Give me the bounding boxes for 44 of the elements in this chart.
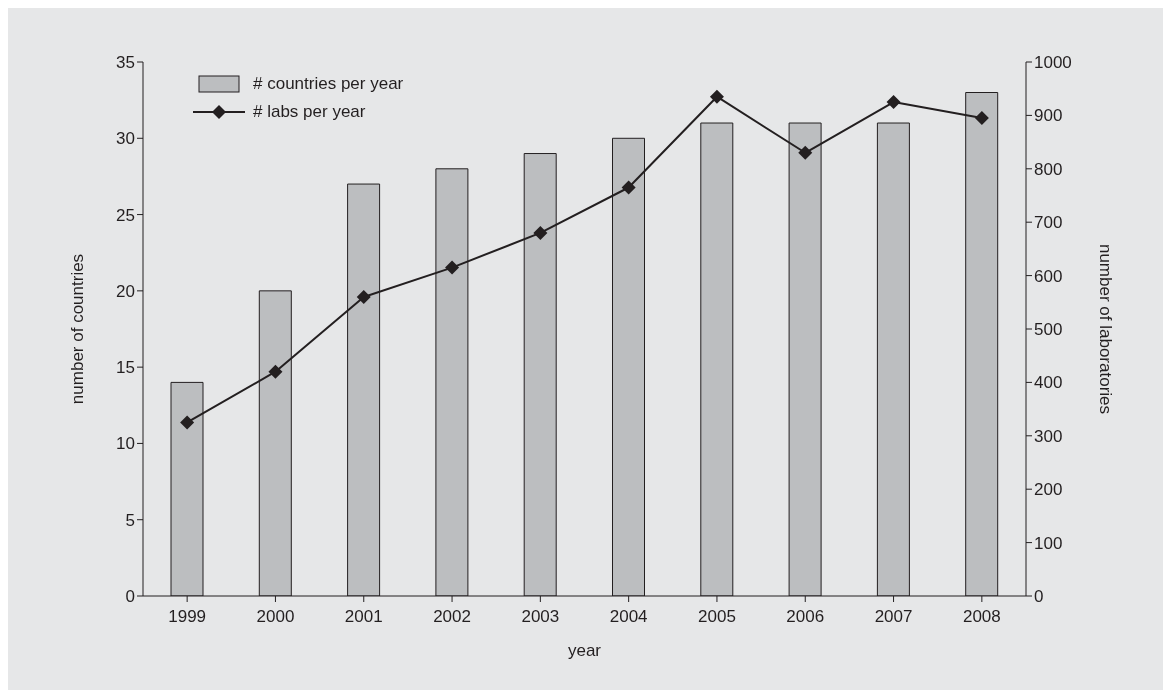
y-tick-label: 5 — [125, 510, 135, 530]
y-tick-label: 25 — [116, 205, 135, 225]
y2-tick-label: 200 — [1034, 480, 1063, 500]
y2-axis-title: number of laboratories — [1095, 243, 1115, 415]
y2-tick-label: 1000 — [1034, 53, 1072, 73]
legend-label: # countries per year — [253, 74, 404, 94]
y2-tick-label: 100 — [1034, 533, 1063, 553]
point — [180, 415, 195, 430]
x-tick-label: 1999 — [168, 607, 207, 627]
x-axis-title: year — [567, 641, 602, 660]
y2-tick-label: 500 — [1034, 320, 1063, 340]
point — [798, 145, 813, 160]
x-tick-label: 2003 — [521, 607, 560, 627]
x-tick-label: 2000 — [256, 607, 295, 627]
point — [533, 225, 548, 240]
y-tick-label: 10 — [116, 434, 135, 454]
x-tick-label: 2002 — [433, 607, 471, 627]
y2-tick-label: 400 — [1034, 373, 1063, 393]
point — [974, 111, 989, 126]
y2-tick-label: 600 — [1034, 266, 1063, 286]
y-tick-label: 0 — [125, 587, 135, 607]
point — [886, 95, 901, 110]
y2-tick-label: 900 — [1034, 106, 1063, 126]
x-tick-label: 2006 — [786, 607, 825, 627]
y2-tick-label: 700 — [1034, 213, 1063, 233]
y-tick-label: 30 — [116, 129, 135, 149]
y2-tick-label: 800 — [1034, 159, 1063, 179]
x-tick-label: 2008 — [962, 607, 1001, 627]
y-axis-title: number of countries — [68, 253, 88, 405]
y-tick-label: 15 — [116, 358, 135, 378]
y-tick-label: 35 — [116, 53, 135, 73]
y-tick-label: 20 — [116, 281, 135, 301]
y2-tick-label: 300 — [1034, 426, 1063, 446]
point — [709, 89, 724, 104]
x-tick-label: 2004 — [609, 607, 648, 627]
y2-tick-label: 0 — [1034, 587, 1044, 607]
point — [268, 364, 283, 379]
point — [621, 180, 636, 195]
legend-label: # labs per year — [253, 102, 366, 122]
x-tick-label: 2005 — [698, 607, 736, 627]
point — [356, 289, 371, 304]
point — [445, 260, 460, 275]
x-tick-label: 2007 — [874, 607, 913, 627]
x-tick-label: 2001 — [344, 607, 383, 627]
